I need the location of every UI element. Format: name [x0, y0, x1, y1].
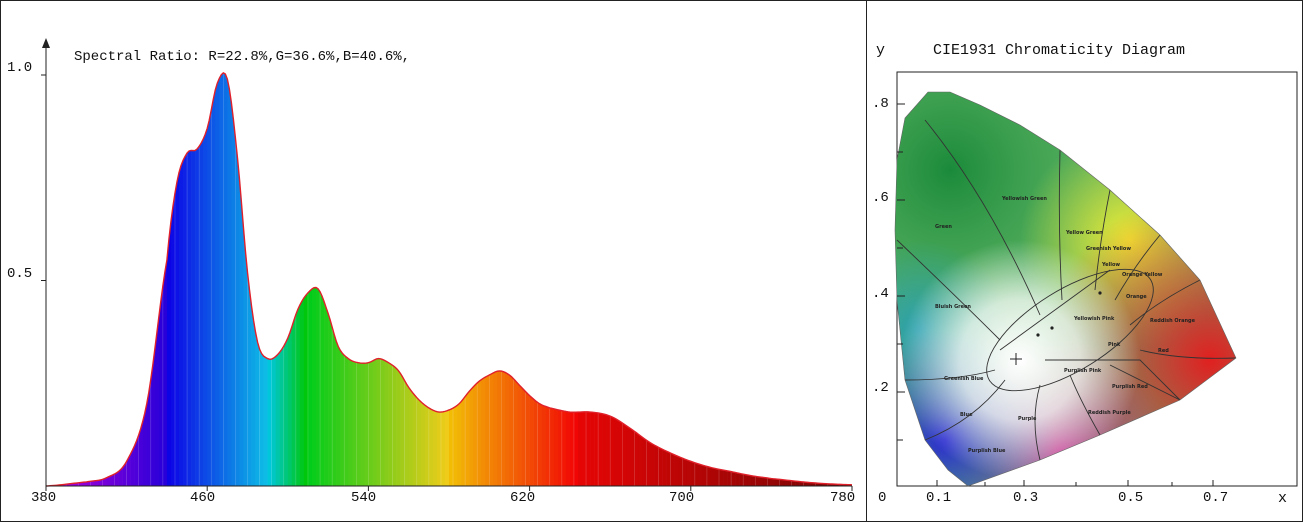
cie-region-label: Purplish Red — [1112, 384, 1148, 390]
cie-y-tick: .4 — [872, 286, 889, 302]
y-tick-label: 1.0 — [7, 60, 33, 76]
cie-region-label: Purplish Blue — [968, 448, 1006, 454]
x-tick-label: 620 — [510, 490, 536, 506]
spectrum-bar — [243, 72, 248, 486]
cie-region-label: Reddish Purple — [1088, 410, 1131, 416]
cie-region-label: Greenish Yellow — [1086, 246, 1131, 252]
cie-x-tick: 0.5 — [1118, 490, 1144, 506]
spectrum-outline — [45, 72, 853, 487]
spectrum-bar — [170, 72, 176, 486]
y-tick-label: 0.5 — [7, 266, 33, 282]
cie-region-label: Yellowish Pink — [1073, 316, 1115, 322]
cie-region-label: Bluish Green — [935, 304, 971, 310]
spectrum-bar — [231, 72, 236, 486]
spectrum-bar — [223, 72, 228, 486]
cie-region-label: Blue — [960, 412, 973, 418]
cie-gamut-fill — [895, 92, 1236, 486]
x-tick-label: 460 — [190, 490, 216, 506]
spectrum-bar — [187, 72, 192, 486]
cie-x-tick: 0.3 — [1013, 490, 1039, 506]
x-tick-label: 380 — [31, 490, 57, 506]
cie-region-label: Pink — [1108, 342, 1121, 348]
cie-locus-outline — [894, 91, 1237, 487]
spectrum-bar — [219, 72, 224, 486]
x-tick-label: 780 — [830, 490, 856, 506]
cie-y-axis-label: y — [876, 42, 886, 59]
cie-title: CIE1931 Chromaticity Diagram — [933, 42, 1186, 59]
cie-region-label: Reddish Orange — [1150, 318, 1196, 324]
cie-region-label: Purple — [1018, 416, 1037, 422]
spectrum-bar — [227, 72, 232, 486]
cie-region-label: Orange — [1126, 294, 1147, 300]
cie-x-axis-label: x — [1278, 490, 1288, 507]
spectrum-bar — [178, 72, 184, 486]
cie-region-label: Red — [1158, 348, 1169, 354]
spectrum-bar — [162, 72, 168, 486]
spectrum-bar — [239, 72, 244, 486]
spectrum-bar — [191, 72, 196, 486]
spectrum-bar — [183, 72, 188, 486]
spectrum-bar — [207, 72, 212, 486]
spectrum-bar — [235, 72, 240, 486]
cie-region-label: Yellow — [1101, 262, 1120, 268]
spectrum-title: Spectral Ratio: R=22.8%,G=36.6%,B=40.6%, — [74, 49, 411, 65]
x-tick-label: 540 — [351, 490, 377, 506]
cie-region-label: Purplish Pink — [1064, 368, 1102, 374]
cie-x-tick: 0.7 — [1203, 490, 1229, 506]
cie-region-label: Greenish Blue — [944, 376, 984, 382]
cie-x-tick: 0.1 — [926, 490, 952, 506]
cie-region-label: Green — [935, 224, 952, 230]
spectrum-bar — [195, 72, 200, 486]
spectrum-bar — [203, 72, 208, 486]
y-axis-arrow — [42, 38, 50, 48]
spectrum-bar — [166, 72, 172, 486]
spectrum-bar — [174, 72, 180, 486]
cie-y-tick: .8 — [872, 96, 889, 112]
cie-y-tick: .6 — [872, 190, 889, 206]
cie-y-tick: .2 — [872, 380, 889, 396]
panel-divider — [866, 0, 867, 522]
cie-region-label: Yellowish Green — [1001, 196, 1047, 202]
spectrum-bar — [199, 72, 204, 486]
spectrum-bar — [211, 72, 216, 486]
spectrum-chart — [41, 38, 853, 491]
cie-region-label: Yellow Green — [1065, 230, 1103, 236]
x-tick-label: 700 — [669, 490, 695, 506]
spectrum-bar — [215, 72, 220, 486]
cie-x-tick: 0 — [878, 490, 887, 506]
cie-ticks — [897, 103, 1214, 486]
cie-region-label: Orange Yellow — [1122, 272, 1163, 278]
